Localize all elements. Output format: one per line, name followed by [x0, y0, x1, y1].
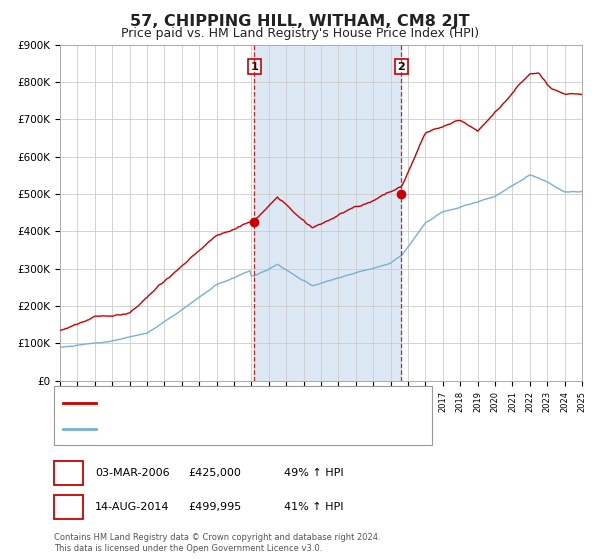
Text: 14-AUG-2014: 14-AUG-2014 — [95, 502, 169, 512]
Text: Contains HM Land Registry data © Crown copyright and database right 2024.: Contains HM Land Registry data © Crown c… — [54, 533, 380, 542]
Text: 2: 2 — [64, 500, 73, 514]
Text: 03-MAR-2006: 03-MAR-2006 — [95, 468, 169, 478]
Text: This data is licensed under the Open Government Licence v3.0.: This data is licensed under the Open Gov… — [54, 544, 322, 553]
Text: 57, CHIPPING HILL, WITHAM, CM8 2JT: 57, CHIPPING HILL, WITHAM, CM8 2JT — [130, 14, 470, 29]
Text: Price paid vs. HM Land Registry's House Price Index (HPI): Price paid vs. HM Land Registry's House … — [121, 27, 479, 40]
Text: 49% ↑ HPI: 49% ↑ HPI — [284, 468, 343, 478]
Text: £499,995: £499,995 — [188, 502, 241, 512]
Text: 1: 1 — [64, 466, 73, 480]
Text: 41% ↑ HPI: 41% ↑ HPI — [284, 502, 343, 512]
Text: 2: 2 — [398, 62, 405, 72]
Text: 57, CHIPPING HILL, WITHAM, CM8 2JT (detached house): 57, CHIPPING HILL, WITHAM, CM8 2JT (deta… — [99, 398, 387, 408]
Text: 1: 1 — [250, 62, 258, 72]
Text: HPI: Average price, detached house, Braintree: HPI: Average price, detached house, Brai… — [99, 424, 340, 434]
Text: £425,000: £425,000 — [188, 468, 241, 478]
Bar — [254, 45, 401, 381]
